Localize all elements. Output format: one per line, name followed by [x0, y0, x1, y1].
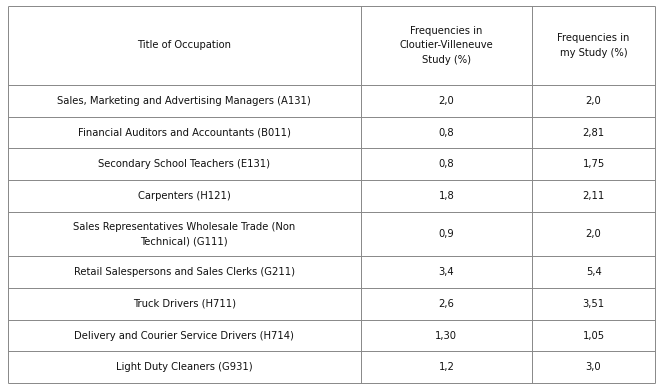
Text: Delivery and Courier Service Drivers (H714): Delivery and Courier Service Drivers (H7…: [74, 331, 294, 341]
Text: 3,4: 3,4: [438, 267, 454, 277]
Text: 1,30: 1,30: [436, 331, 457, 341]
Text: 2,6: 2,6: [438, 299, 454, 309]
Text: Frequencies in
Cloutier-Villeneuve
Study (%): Frequencies in Cloutier-Villeneuve Study…: [400, 26, 493, 65]
Text: 2,0: 2,0: [438, 96, 454, 106]
Text: Truck Drivers (H711): Truck Drivers (H711): [133, 299, 236, 309]
Text: 1,2: 1,2: [438, 362, 454, 372]
Text: Secondary School Teachers (E131): Secondary School Teachers (E131): [98, 159, 271, 169]
Text: 3,51: 3,51: [583, 299, 605, 309]
Text: 0,8: 0,8: [438, 159, 454, 169]
Text: Frequencies in
my Study (%): Frequencies in my Study (%): [558, 33, 630, 58]
Text: Sales Representatives Wholesale Trade (Non
Technical) (G111): Sales Representatives Wholesale Trade (N…: [73, 222, 296, 246]
Text: Financial Auditors and Accountants (B011): Financial Auditors and Accountants (B011…: [78, 128, 290, 138]
Text: 2,0: 2,0: [585, 229, 601, 239]
Text: Carpenters (H121): Carpenters (H121): [138, 191, 231, 201]
Text: 2,11: 2,11: [583, 191, 605, 201]
Text: 1,05: 1,05: [583, 331, 605, 341]
Text: 1,75: 1,75: [583, 159, 605, 169]
Text: 2,0: 2,0: [585, 96, 601, 106]
Text: 0,9: 0,9: [438, 229, 454, 239]
Text: Retail Salespersons and Sales Clerks (G211): Retail Salespersons and Sales Clerks (G2…: [74, 267, 295, 277]
Text: 5,4: 5,4: [585, 267, 601, 277]
Text: 0,8: 0,8: [438, 128, 454, 138]
Text: 1,8: 1,8: [438, 191, 454, 201]
Text: 3,0: 3,0: [585, 362, 601, 372]
Text: Light Duty Cleaners (G931): Light Duty Cleaners (G931): [116, 362, 253, 372]
Text: 2,81: 2,81: [583, 128, 605, 138]
Text: Sales, Marketing and Advertising Managers (A131): Sales, Marketing and Advertising Manager…: [58, 96, 311, 106]
Text: Title of Occupation: Title of Occupation: [137, 40, 231, 51]
